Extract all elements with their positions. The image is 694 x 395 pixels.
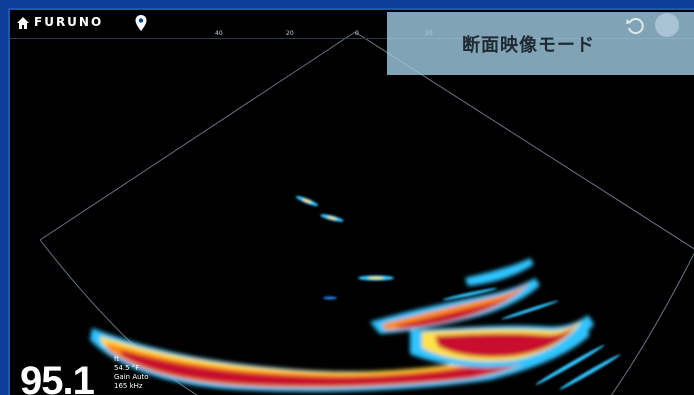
menu-button[interactable] <box>655 13 679 37</box>
range-tick: 40 <box>215 30 223 37</box>
mode-banner: 断面映像モード <box>387 12 694 75</box>
range-scale-line <box>10 38 694 39</box>
range-tick: 0 <box>355 30 359 37</box>
top-bar: FURUNO 40 20 0 20 <box>10 10 694 40</box>
water-temperature: 54.5 °F <box>114 364 140 372</box>
range-tick: 20 <box>286 30 294 37</box>
location-pin-icon[interactable] <box>134 14 148 32</box>
depth-unit: ft <box>114 355 120 363</box>
readout-details: ft 54.5 °F Gain Auto 165 kHz <box>114 355 149 391</box>
beam-edge-left <box>39 31 356 241</box>
home-icon[interactable] <box>16 16 30 30</box>
fish-targets <box>295 195 394 300</box>
beam-arc-right <box>610 252 694 395</box>
beam-boundary <box>39 31 694 395</box>
frequency: 165 kHz <box>114 382 143 390</box>
bottom-echo <box>90 258 594 392</box>
beam-arc <box>39 239 198 395</box>
echo-streaks <box>442 287 621 390</box>
gain-setting: Gain Auto <box>114 373 149 381</box>
mode-banner-label: 断面映像モード <box>462 34 595 56</box>
sonar-echo-view <box>39 31 694 395</box>
brand-logo: FURUNO <box>34 15 104 29</box>
undo-icon[interactable] <box>624 14 646 36</box>
depth-value: 95.1 <box>20 359 95 395</box>
